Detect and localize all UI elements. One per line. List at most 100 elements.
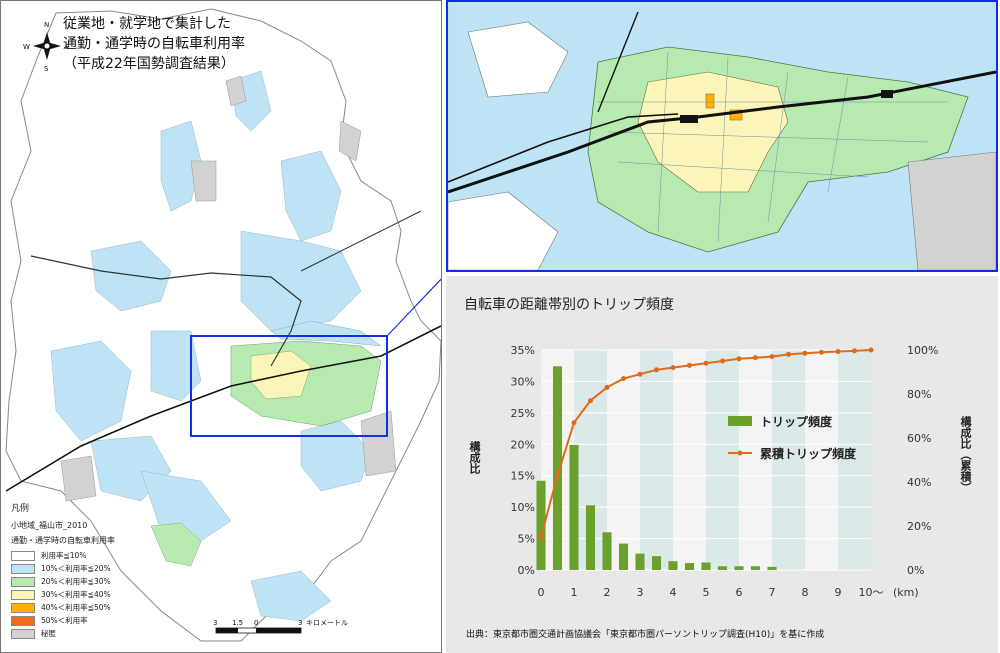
cumulative-point <box>720 358 725 364</box>
legend-item: 30%＜利用率≦40% <box>11 588 115 601</box>
y-left-tick: 15% <box>511 470 535 483</box>
legend-bar-label: トリップ頻度 <box>760 414 833 429</box>
scale-bar <box>215 627 302 634</box>
legend-item: 利用率≦10% <box>11 549 115 562</box>
scale-tick-4: 3 <box>298 619 302 627</box>
cumulative-point <box>588 398 593 404</box>
y-right-label: 構成比（累積） <box>959 416 972 493</box>
cumulative-point <box>736 356 742 362</box>
trip-bar <box>635 553 645 570</box>
trip-bar <box>668 561 678 570</box>
x-unit: (km) <box>893 586 919 599</box>
inset-map[interactable] <box>446 0 998 272</box>
trip-bar <box>585 505 596 570</box>
city-map-graphic: N S E W 3 1.5 0 3 キロメートル <box>5 8 441 642</box>
green-area <box>150 522 202 567</box>
cumulative-point <box>687 362 692 368</box>
plot-band <box>640 350 673 570</box>
trip-bar <box>569 444 579 570</box>
plot-band <box>772 350 805 570</box>
trip-chart-panel: 自転車の距離帯別のトリップ頻度 構成比 構成比（累積） 0% 5% 10% 15% 20… <box>446 276 998 653</box>
x-tick: 8 <box>802 586 809 599</box>
legend-layer: 小地域_福山市_2010 <box>11 521 88 530</box>
x-tick: 9 <box>835 586 842 599</box>
legend-item: 20%＜利用率≦30% <box>11 575 115 588</box>
trip-bar <box>602 532 612 570</box>
y-left-tick: 10% <box>511 501 535 514</box>
cumulative-point <box>571 420 577 426</box>
x-tick: 0 <box>538 586 545 599</box>
map-title-line3: （平成22年国勢調査結果） <box>63 56 235 72</box>
trip-bar <box>618 543 629 570</box>
cumulative-point <box>670 365 676 371</box>
inset-highlight-box <box>190 335 388 437</box>
cumulative-point <box>868 347 874 353</box>
y-right-tick: 0% <box>907 564 924 577</box>
x-tick: 2 <box>604 586 611 599</box>
inset-railway-north <box>597 11 639 113</box>
y-right-tick: 100% <box>907 344 938 357</box>
trip-bar <box>717 566 728 570</box>
y-left-tick: 20% <box>511 438 535 451</box>
y-left-tick: 25% <box>511 407 535 420</box>
cumulative-point <box>819 349 824 355</box>
cumulative-point <box>604 384 610 390</box>
x-tick: 5 <box>703 586 710 599</box>
trip-bar <box>767 566 777 570</box>
x-tick: 4 <box>670 586 677 599</box>
y-left-tick: 5% <box>518 533 535 546</box>
inset-railway-branch <box>448 113 679 183</box>
trip-bar <box>701 562 711 570</box>
legend-subtitle: 通勤・通学時の自転車利用率 <box>11 536 115 545</box>
main-map[interactable]: N S E W 3 1.5 0 3 キロメートル 従業地・就学地で集計した 通勤… <box>0 0 442 653</box>
cumulative-point <box>538 534 544 540</box>
x-tick: 3 <box>637 586 644 599</box>
cumulative-point <box>555 472 560 478</box>
x-tick: 10～ <box>859 586 884 599</box>
scale-tick-1: 3 <box>213 619 217 627</box>
legend-heading: 凡例 <box>11 504 30 514</box>
scale-tick-2: 1.5 <box>232 619 243 627</box>
cumulative-point <box>621 376 626 382</box>
legend-line-label: 累積トリップ頻度 <box>760 446 857 461</box>
trip-bar <box>536 480 546 570</box>
cumulative-point <box>786 351 791 357</box>
cumulative-point <box>852 348 857 354</box>
legend-item: 50%＜利用率 <box>11 614 115 627</box>
compass-e: E <box>65 43 69 51</box>
y-right-tick: 20% <box>907 520 931 533</box>
compass-w: W <box>23 43 30 51</box>
y-left-tick: 0% <box>518 564 535 577</box>
map-title-line1: 従業地・就学地で集計した <box>63 16 231 32</box>
trip-bar <box>734 566 744 570</box>
y-right-tick: 60% <box>907 432 931 445</box>
trip-bar <box>552 366 563 570</box>
railway-north <box>300 210 422 272</box>
y-left-tick: 30% <box>511 375 535 388</box>
orange-zone <box>729 109 743 121</box>
compass-n: N <box>44 21 49 29</box>
compass-s: S <box>44 65 49 73</box>
legend-item: 秘匿 <box>11 627 115 640</box>
legend-item: 40%＜利用率≦50% <box>11 601 115 614</box>
y-left-tick: 35% <box>511 344 535 357</box>
trip-bar <box>750 566 761 570</box>
legend-item: 10%＜利用率≦20% <box>11 562 115 575</box>
chart-source: 出典：東京都市圏交通計画協議会「東京都市圏パーソントリップ調査(H10)」を基に… <box>466 630 825 640</box>
y-right-tick: 80% <box>907 388 931 401</box>
cumulative-point <box>637 371 643 377</box>
map-title-line2: 通勤・通学時の自転車利用率 <box>63 36 245 52</box>
inset-map-graphic <box>448 11 996 270</box>
railway-branch <box>30 255 302 367</box>
cumulative-point <box>753 355 758 361</box>
cumulative-point <box>769 354 775 360</box>
orange-zone <box>705 93 715 109</box>
legend-bar-swatch <box>728 416 752 426</box>
railway-main <box>5 325 441 492</box>
cumulative-point <box>802 350 808 356</box>
compass-icon <box>33 32 61 60</box>
cumulative-point <box>703 360 709 366</box>
x-tick: 7 <box>769 586 776 599</box>
trip-bar <box>684 563 695 570</box>
x-tick: 6 <box>736 586 743 599</box>
